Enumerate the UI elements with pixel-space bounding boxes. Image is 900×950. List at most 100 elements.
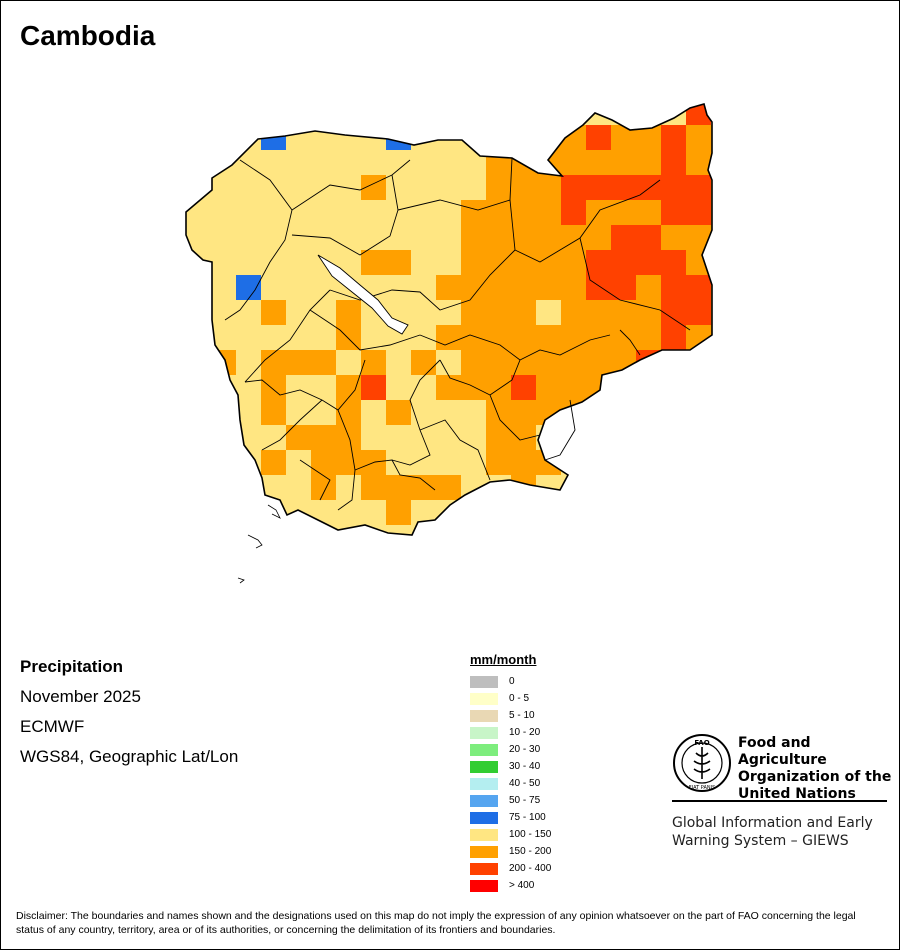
grid-cell [561, 325, 586, 350]
grid-cell [461, 150, 486, 175]
legend-label: 100 - 150 [509, 829, 552, 840]
grid-cell [561, 350, 586, 375]
grid-cell [261, 375, 286, 400]
grid-cell [561, 450, 586, 475]
map-title: Cambodia [20, 20, 156, 51]
grid-cell [361, 150, 386, 175]
grid-cell [661, 325, 686, 350]
grid-cell [586, 175, 611, 200]
grid-cell [236, 275, 261, 300]
grid-cell [261, 104, 286, 125]
grid-cell [711, 300, 712, 325]
grid-cell [311, 300, 336, 325]
grid-cell [311, 200, 336, 225]
grid-cell [486, 525, 511, 535]
legend-label: 20 - 30 [509, 744, 541, 755]
grid-cell [636, 525, 661, 535]
grid-cell [461, 375, 486, 400]
grid-cell [686, 225, 711, 250]
grid-cell [611, 425, 636, 450]
grid-cell [336, 300, 361, 325]
legend-item: 0 [470, 673, 551, 690]
grid-cell [261, 325, 286, 350]
grid-cell [186, 425, 211, 450]
grid-cell [461, 400, 486, 425]
grid-cell [286, 250, 311, 275]
grid-cell [661, 200, 686, 225]
grid-cell [511, 375, 536, 400]
grid-cell [436, 350, 461, 375]
grid-cell [686, 500, 711, 525]
grid-cell [261, 300, 286, 325]
grid-cell [411, 175, 436, 200]
grid-cell [686, 150, 711, 175]
grid-cell [361, 325, 386, 350]
grid-cell [236, 104, 261, 125]
grid-cell [486, 104, 511, 125]
grid-cell [311, 275, 336, 300]
grid-cell [286, 275, 311, 300]
grid-cell [611, 300, 636, 325]
grid-cell [711, 225, 712, 250]
grid-cell [311, 400, 336, 425]
grid-cell [286, 525, 311, 535]
grid-cell [436, 450, 461, 475]
grid-cell [711, 175, 712, 200]
grid-cell [361, 104, 386, 125]
grid-cell [486, 300, 511, 325]
grid-cell [636, 275, 661, 300]
grid-cell [636, 175, 661, 200]
fao-name: Food and Agriculture Organization of the… [738, 735, 900, 803]
grid-cell [486, 500, 511, 525]
grid-cell [211, 250, 236, 275]
grid-cell [486, 200, 511, 225]
grid-cell [461, 450, 486, 475]
grid-cell [211, 350, 236, 375]
legend-swatch [470, 709, 498, 722]
grid-cell [511, 500, 536, 525]
grid-cell [286, 400, 311, 425]
grid-cell [211, 175, 236, 200]
grid-cell [236, 250, 261, 275]
fao-name-line2: Organization of the [738, 769, 892, 785]
grid-cell [536, 200, 561, 225]
grid-cell [511, 300, 536, 325]
grid-cell [311, 125, 336, 150]
grid-cell [586, 300, 611, 325]
grid-cell [186, 300, 211, 325]
grid-cell [586, 104, 611, 125]
grid-cell [436, 104, 461, 125]
grid-cell [511, 400, 536, 425]
grid-cell [636, 350, 661, 375]
grid-cell [311, 104, 336, 125]
grid-cell [561, 475, 586, 500]
legend-item: 30 - 40 [470, 758, 551, 775]
grid-cell [236, 425, 261, 450]
grid-cell [436, 300, 461, 325]
grid-cell [636, 300, 661, 325]
grid-cell [186, 350, 211, 375]
grid-cell [236, 200, 261, 225]
grid-cell [336, 375, 361, 400]
grid-cell [436, 175, 461, 200]
grid-cell [461, 250, 486, 275]
grid-cell [486, 450, 511, 475]
grid-cell [436, 150, 461, 175]
grid-cell [686, 104, 711, 125]
grid-cell [511, 104, 536, 125]
grid-cell [286, 125, 311, 150]
grid-cell [586, 525, 611, 535]
grid-cell [586, 400, 611, 425]
grid-cell [511, 275, 536, 300]
grid-cell [511, 475, 536, 500]
grid-cell [361, 200, 386, 225]
grid-cell [711, 350, 712, 375]
precipitation-grid [186, 104, 712, 535]
grid-cell [561, 525, 586, 535]
legend-label: 5 - 10 [509, 710, 535, 721]
legend-label: 40 - 50 [509, 778, 541, 789]
grid-cell [386, 225, 411, 250]
grid-cell [336, 225, 361, 250]
grid-cell [686, 300, 711, 325]
grid-cell [286, 375, 311, 400]
